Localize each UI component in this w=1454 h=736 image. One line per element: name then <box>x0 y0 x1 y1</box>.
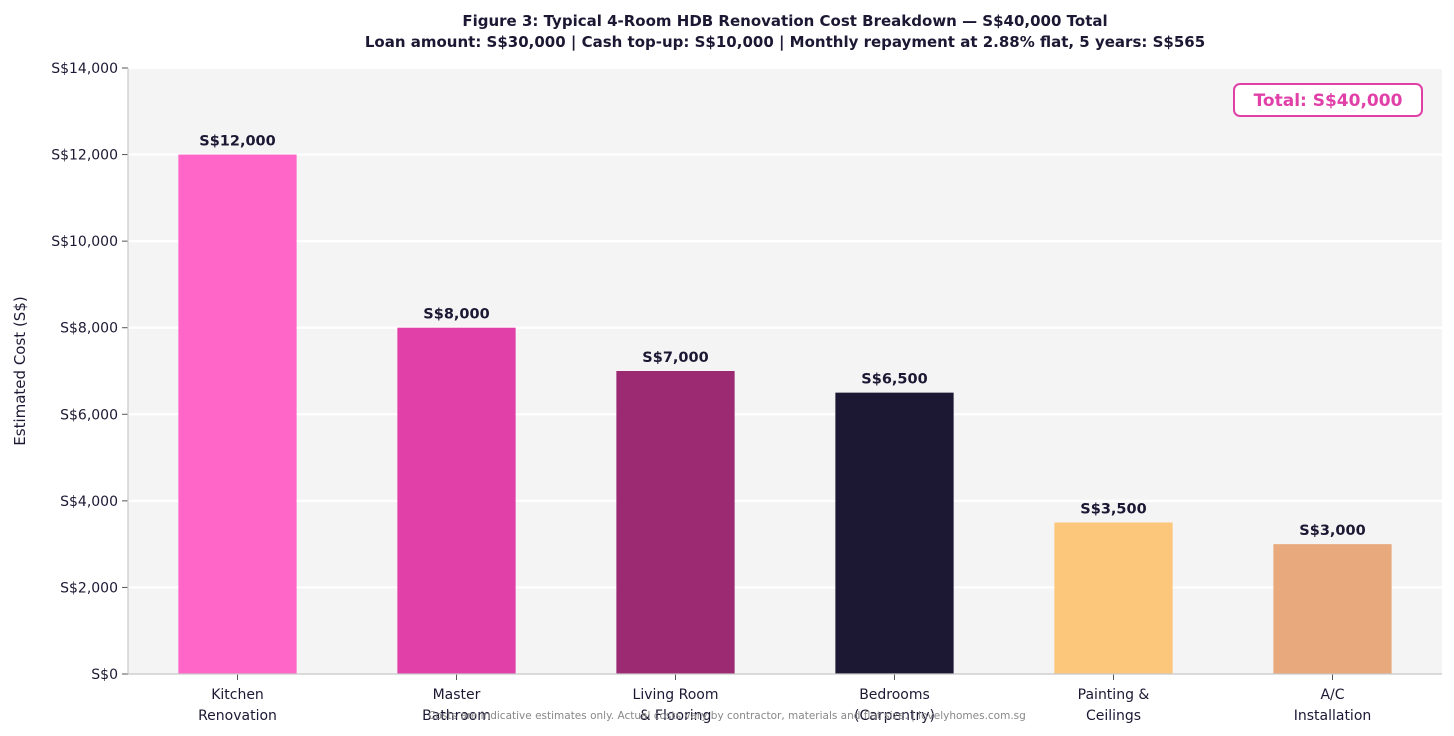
bar <box>1054 522 1173 674</box>
x-tick-label-line: & Flooring <box>640 708 712 724</box>
bar <box>616 371 735 674</box>
bar <box>835 392 954 674</box>
y-axis-title: Estimated Cost (S$) <box>11 296 29 445</box>
y-tick-label: S$10,000 <box>51 234 118 250</box>
y-tick-label: S$0 <box>91 667 118 683</box>
y-tick-label: S$12,000 <box>51 148 118 164</box>
bar-value-label: S$8,000 <box>423 307 489 323</box>
x-tick-label: Kitchen Renovation <box>198 687 277 724</box>
x-tick-label-line: Renovation <box>198 708 277 724</box>
x-tick-label: Master Bathroom <box>422 687 491 724</box>
bar-value-label: S$7,000 <box>642 350 708 366</box>
bar-value-label: S$12,000 <box>199 134 276 150</box>
x-axis-ticks: Kitchen Renovation Master Bathroom Living Ro… <box>198 674 1371 724</box>
bar <box>397 327 516 674</box>
x-tick-label-line: (Carpentry) <box>854 708 935 724</box>
total-annotation-text: Total: S$40,000 <box>1254 91 1403 111</box>
chart-subtitle: Loan amount: S$30,000 | Cash top-up: S$1… <box>365 33 1205 52</box>
y-tick-label: S$14,000 <box>51 61 118 77</box>
y-axis-ticks: S$0 S$2,000 S$4,000 S$6,000 S$8,000 S$10,000 S… <box>51 61 128 683</box>
bar <box>178 154 297 675</box>
x-tick-label-line: Ceilings <box>1086 708 1141 724</box>
x-tick-label-line: A/C <box>1320 687 1344 703</box>
bar-value-label: S$6,500 <box>861 372 927 388</box>
bar <box>1273 544 1392 674</box>
bars: S$12,000 S$8,000 S$7,000 S$6,500 S$3,500 S$3,… <box>178 134 1392 675</box>
x-tick-label: Living Room & Flooring <box>633 687 719 724</box>
x-tick-label-line: Living Room <box>633 687 719 703</box>
y-tick-label: S$6,000 <box>60 407 118 423</box>
gridlines <box>128 66 1442 589</box>
x-tick-label-line: Bathroom <box>422 708 491 724</box>
y-tick-label: S$8,000 <box>60 321 118 337</box>
chart-title: Figure 3: Typical 4-Room HDB Renovation … <box>462 12 1107 30</box>
bar-value-label: S$3,000 <box>1299 523 1365 539</box>
plot-area <box>128 68 1442 674</box>
y-tick-label: S$4,000 <box>60 494 118 510</box>
bar-value-label: S$3,500 <box>1080 502 1146 518</box>
x-tick-label-line: Master <box>433 687 481 703</box>
footnote: Costs are indicative estimates only. Act… <box>428 710 1026 722</box>
x-tick-label-line: Kitchen <box>211 687 264 703</box>
x-tick-label-line: Installation <box>1294 708 1372 724</box>
x-tick-label: Bedrooms (Carpentry) <box>854 687 935 724</box>
total-annotation: Total: S$40,000 <box>1233 83 1423 117</box>
x-tick-label: Painting & Ceilings <box>1078 687 1150 724</box>
x-tick-label: A/C Installation <box>1294 687 1372 724</box>
x-tick-label-line: Painting & <box>1078 687 1150 703</box>
y-tick-label: S$2,000 <box>60 580 118 596</box>
x-tick-label-line: Bedrooms <box>859 687 930 703</box>
total-annotation-box <box>1233 83 1423 117</box>
